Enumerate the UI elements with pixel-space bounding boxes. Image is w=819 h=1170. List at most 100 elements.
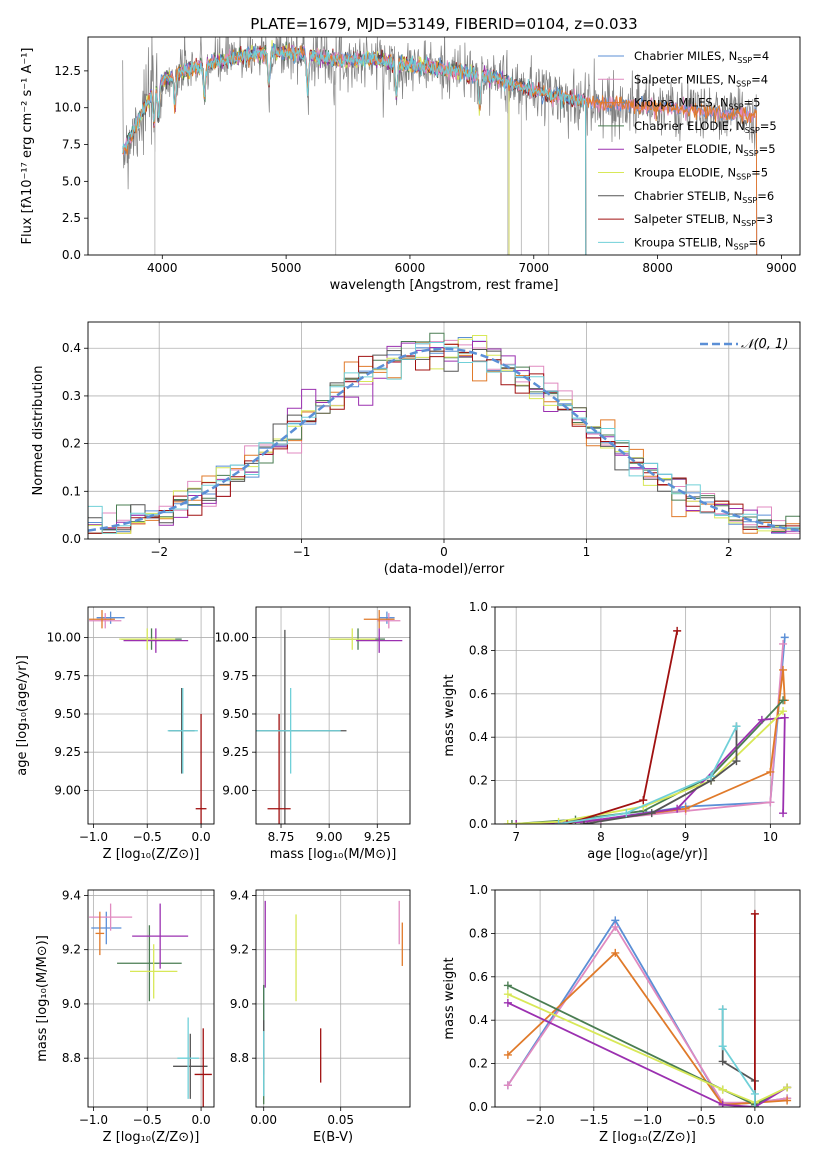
legend-entry: Chabrier STELIB, NSSP=6 <box>634 189 774 205</box>
axes-frame <box>87 889 215 1108</box>
residual-hist-panel: −2 −1 0 1 2 0.0 0.1 0.2 0.3 0.4 (data-model)/error… <box>31 321 801 577</box>
weight-series-line <box>721 1009 756 1107</box>
x-tick-label: 8000 <box>642 261 673 275</box>
weight-series-line <box>507 984 788 1106</box>
axes-frame <box>87 36 801 256</box>
legend-entry: Chabrier ELODIE, NSSP=5 <box>634 119 777 135</box>
axes-frame <box>87 321 801 540</box>
plot-area <box>263 900 403 1105</box>
weight-point-marker <box>622 809 631 818</box>
weight-series-line <box>507 1001 788 1107</box>
x-tick-label: 4000 <box>147 261 178 275</box>
legend-entry: Kroupa MILES, NSSP=5 <box>634 96 760 112</box>
weight-point-marker <box>503 981 512 990</box>
x-tick-label: −1.0 <box>79 830 108 844</box>
y-tick-label: 9.75 <box>54 669 81 683</box>
weight-point-marker <box>750 1103 759 1107</box>
x-tick-label: −0.5 <box>133 1113 162 1127</box>
legend-entry: Chabrier MILES, NSSP=4 <box>634 49 769 65</box>
weight-point-marker <box>750 909 759 918</box>
x-axis-label: E(B-V) <box>313 1130 353 1145</box>
weight-point-marker <box>783 1083 792 1092</box>
weight-point-marker <box>779 707 788 716</box>
y-tick-label: 9.00 <box>222 783 249 797</box>
y-axis-label: Flux [fλ10⁻¹⁷ erg cm⁻² s⁻¹ A⁻¹] <box>20 48 35 245</box>
x-tick-label: −1.5 <box>579 1113 608 1127</box>
y-tick-label: 0.0 <box>469 817 488 831</box>
x-tick-label: 1 <box>583 545 591 559</box>
weight-point-marker <box>732 757 741 766</box>
weight-point-marker <box>611 948 620 957</box>
x-tick-label: −2 <box>150 545 168 559</box>
y-tick-label: 9.4 <box>230 888 249 902</box>
plot-area <box>89 903 212 1107</box>
weight-point-marker <box>673 804 682 813</box>
x-tick-label: −1 <box>293 545 311 559</box>
y-tick-label: 0.8 <box>469 643 488 657</box>
y-tick-label: 5.0 <box>62 174 81 188</box>
y-tick-label: 9.4 <box>62 888 81 902</box>
spectrum-panel: 4000 5000 6000 7000 8000 9000 0.0 2.5 5.0 7.5 10.0… <box>20 36 801 293</box>
y-axis-label: mass [log₁₀(M/M⊙)] <box>35 935 50 1062</box>
plot-area <box>256 610 403 824</box>
y-axis-label: mass weight <box>442 674 457 756</box>
weight-point-marker <box>503 820 512 824</box>
figure-title: PLATE=1679, MJD=53149, FIBERID=0104, z=0… <box>250 15 637 33</box>
weight-point-marker <box>779 639 788 648</box>
weight-point-marker <box>718 1057 727 1066</box>
y-tick-label: 9.0 <box>230 997 249 1011</box>
y-axis-label: age [log₁₀(age/yr)] <box>15 655 30 776</box>
weight-point-marker <box>783 1096 792 1105</box>
x-axis-label: (data-model)/error <box>384 562 505 577</box>
y-tick-label: 0.6 <box>469 970 488 984</box>
x-tick-label: 8.75 <box>268 830 295 844</box>
x-axis-label: age [log₁₀(age/yr)] <box>587 847 708 862</box>
x-tick-label: 9 <box>682 830 690 844</box>
y-tick-label: 0.2 <box>469 1057 488 1071</box>
weight-point-marker <box>718 1100 727 1107</box>
weight-point-marker <box>579 820 588 824</box>
x-tick-label: −0.5 <box>133 830 162 844</box>
axes-frame <box>87 606 215 825</box>
x-axis-label: Z [log₁₀(Z/Z⊙)] <box>599 1130 696 1145</box>
y-tick-label: 9.2 <box>230 943 249 957</box>
legend-entry: Kroupa ELODIE, NSSP=5 <box>634 166 768 182</box>
y-tick-label: 0.4 <box>62 341 81 355</box>
residual-histogram <box>88 342 800 534</box>
x-tick-label: 0.0 <box>192 1113 211 1127</box>
x-tick-label: 7000 <box>519 261 550 275</box>
weight-point-marker <box>554 820 563 824</box>
x-tick-label: 10 <box>763 830 778 844</box>
legend-entry: 𝒩(0, 1) <box>741 337 788 352</box>
weight-point-marker <box>707 772 716 781</box>
weight-point-marker <box>503 1050 512 1059</box>
model-spectrum <box>122 44 587 255</box>
y-tick-label: 0.2 <box>62 437 81 451</box>
x-tick-label: 5000 <box>271 261 302 275</box>
age-vs-Z-panel: −1.0 −0.5 0.0 9.00 9.25 9.50 9.75 10.00 Z [log₁₀… <box>15 606 215 862</box>
legend-entry: Salpeter STELIB, NSSP=3 <box>634 212 773 228</box>
x-tick-label: −1.0 <box>79 1113 108 1127</box>
y-tick-label: 0.4 <box>469 1013 488 1027</box>
weight-point-marker <box>757 715 766 724</box>
plot-area <box>89 610 207 824</box>
weight-point-marker <box>779 809 788 818</box>
y-tick-label: 0.4 <box>469 730 488 744</box>
y-axis-label: mass weight <box>442 957 457 1039</box>
weight-point-marker <box>718 1085 727 1094</box>
x-axis-label: Z [log₁₀(Z/Z⊙)] <box>103 1130 200 1145</box>
weight-point-marker <box>766 798 775 807</box>
y-tick-label: 8.8 <box>230 1051 249 1065</box>
legend-entry: Salpeter MILES, NSSP=4 <box>634 72 768 88</box>
y-tick-label: 1.0 <box>469 883 488 897</box>
y-tick-label: 0.8 <box>469 926 488 940</box>
plot-area <box>122 37 758 255</box>
x-tick-label: −2.0 <box>526 1113 555 1127</box>
weight-point-marker <box>780 633 789 642</box>
x-tick-label: 2 <box>725 545 733 559</box>
weight-point-marker <box>503 990 512 999</box>
y-tick-label: 9.50 <box>222 707 249 721</box>
weight-series-line <box>583 726 738 824</box>
weight-point-marker <box>766 767 775 776</box>
y-tick-label: 0.0 <box>62 532 81 546</box>
